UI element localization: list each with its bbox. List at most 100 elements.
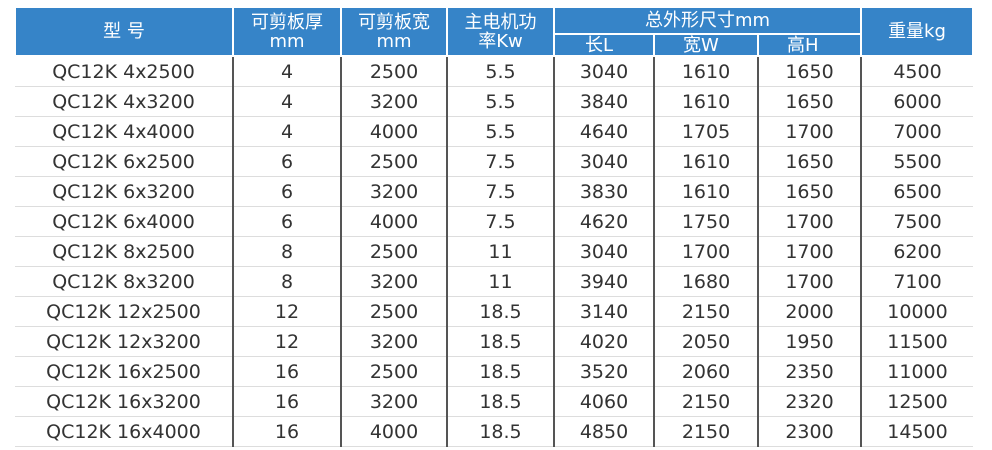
table-cell: 18.5 bbox=[446, 296, 555, 327]
table-cell: 3040 bbox=[553, 56, 655, 87]
table-cell: 2150 bbox=[653, 386, 759, 417]
table-cell: 1680 bbox=[653, 266, 759, 297]
table-cell: QC12K 12x2500 bbox=[15, 296, 234, 327]
table-cell: 4000 bbox=[340, 416, 448, 447]
header-cell: 可剪板宽 mm bbox=[340, 6, 448, 57]
table-cell: 2150 bbox=[653, 296, 759, 327]
table-row: QC12K 12x3200 12 3200 18.5 4020 2050 1950 11500 bbox=[15, 326, 973, 357]
table-cell: 5.5 bbox=[446, 116, 555, 147]
table-cell: 5.5 bbox=[446, 86, 555, 117]
table-cell: QC12K 16x4000 bbox=[15, 416, 234, 447]
table-cell: 16 bbox=[232, 356, 342, 387]
table-cell: 1750 bbox=[653, 206, 759, 237]
spec-table-wrap: 型 号 可剪板厚 mm 可剪板宽 mm 主电机功 率Kw 总外形尺寸mm 重量kg 长… bbox=[14, 6, 974, 447]
table-cell: 11000 bbox=[860, 356, 973, 387]
table-cell: QC12K 6x3200 bbox=[15, 176, 234, 207]
table-cell: 4500 bbox=[860, 56, 973, 87]
table-row: QC12K 16x3200 16 3200 18.5 4060 2150 2320 12500 bbox=[15, 386, 973, 417]
table-cell: 14500 bbox=[860, 416, 973, 447]
table-cell: 8 bbox=[232, 236, 342, 267]
table-cell: 2500 bbox=[340, 236, 448, 267]
table-cell: 1650 bbox=[757, 56, 862, 87]
table-cell: 2300 bbox=[757, 416, 862, 447]
table-cell: 2500 bbox=[340, 296, 448, 327]
table-cell: 7000 bbox=[860, 116, 973, 147]
header-line: 率Kw bbox=[478, 30, 523, 52]
table-row: QC12K 4x4000 4 4000 5.5 4640 1705 1700 7000 bbox=[15, 116, 973, 147]
table-cell: 1610 bbox=[653, 56, 759, 87]
table-cell: 3840 bbox=[553, 86, 655, 117]
table-cell: 3140 bbox=[553, 296, 655, 327]
header-cell: 宽W bbox=[653, 33, 759, 57]
table-cell: 4620 bbox=[553, 206, 655, 237]
table-body: QC12K 4x2500 4 2500 5.5 3040 1610 1650 4500 QC12… bbox=[15, 56, 973, 447]
table-cell: 4850 bbox=[553, 416, 655, 447]
table-cell: 18.5 bbox=[446, 326, 555, 357]
table-cell: 4 bbox=[232, 116, 342, 147]
table-cell: 11 bbox=[446, 266, 555, 297]
table-cell: 2350 bbox=[757, 356, 862, 387]
spec-table: 型 号 可剪板厚 mm 可剪板宽 mm 主电机功 率Kw 总外形尺寸mm 重量kg 长… bbox=[14, 6, 974, 447]
table-cell: 4060 bbox=[553, 386, 655, 417]
table-cell: 7.5 bbox=[446, 146, 555, 177]
table-cell: 3200 bbox=[340, 266, 448, 297]
table-cell: 5.5 bbox=[446, 56, 555, 87]
table-cell: QC12K 8x2500 bbox=[15, 236, 234, 267]
table-row: QC12K 16x2500 16 2500 18.5 3520 2060 2350 11000 bbox=[15, 356, 973, 387]
table-cell: 2500 bbox=[340, 56, 448, 87]
table-cell: 1700 bbox=[757, 116, 862, 147]
header-cell: 重量kg bbox=[860, 6, 974, 57]
table-cell: 3200 bbox=[340, 326, 448, 357]
table-cell: 18.5 bbox=[446, 356, 555, 387]
header-cell: 长L bbox=[553, 33, 655, 57]
table-cell: 7500 bbox=[860, 206, 973, 237]
table-cell: 1700 bbox=[757, 206, 862, 237]
table-cell: 6200 bbox=[860, 236, 973, 267]
header-line: mm bbox=[376, 30, 412, 52]
table-cell: 2050 bbox=[653, 326, 759, 357]
header-line: 主电机功 bbox=[464, 11, 537, 33]
table-cell: 6 bbox=[232, 146, 342, 177]
header-line: 可剪板宽 bbox=[358, 11, 430, 33]
table-cell: 7.5 bbox=[446, 176, 555, 207]
table-cell: 3040 bbox=[553, 146, 655, 177]
table-row: QC12K 8x2500 8 2500 11 3040 1700 1700 6200 bbox=[15, 236, 973, 267]
header-line: mm bbox=[269, 30, 305, 52]
table-cell: 4640 bbox=[553, 116, 655, 147]
header-cell: 型 号 bbox=[14, 6, 234, 57]
table-cell: 1700 bbox=[757, 236, 862, 267]
table-cell: 1650 bbox=[757, 86, 862, 117]
table-cell: 16 bbox=[232, 386, 342, 417]
table-cell: 3040 bbox=[553, 236, 655, 267]
table-cell: 6 bbox=[232, 176, 342, 207]
table-row: QC12K 6x2500 6 2500 7.5 3040 1610 1650 5500 bbox=[15, 146, 973, 177]
table-row: QC12K 6x3200 6 3200 7.5 3830 1610 1650 6500 bbox=[15, 176, 973, 207]
table-cell: 2060 bbox=[653, 356, 759, 387]
table-cell: 6 bbox=[232, 206, 342, 237]
table-cell: 3830 bbox=[553, 176, 655, 207]
table-cell: QC12K 6x4000 bbox=[15, 206, 234, 237]
table-cell: 2000 bbox=[757, 296, 862, 327]
table-cell: 3520 bbox=[553, 356, 655, 387]
table-cell: 16 bbox=[232, 416, 342, 447]
table-cell: 8 bbox=[232, 266, 342, 297]
table-cell: 12 bbox=[232, 296, 342, 327]
table-cell: 2150 bbox=[653, 416, 759, 447]
table-cell: 3940 bbox=[553, 266, 655, 297]
table-cell: 1610 bbox=[653, 86, 759, 117]
table-cell: 2320 bbox=[757, 386, 862, 417]
table-cell: 1650 bbox=[757, 176, 862, 207]
table-cell: 6000 bbox=[860, 86, 973, 117]
table-cell: QC12K 16x2500 bbox=[15, 356, 234, 387]
table-row: QC12K 16x4000 16 4000 18.5 4850 2150 2300 14500 bbox=[15, 416, 973, 447]
table-cell: 4000 bbox=[340, 116, 448, 147]
table-cell: 1650 bbox=[757, 146, 862, 177]
table-cell: 10000 bbox=[860, 296, 973, 327]
table-cell: 12500 bbox=[860, 386, 973, 417]
table-cell: 12 bbox=[232, 326, 342, 357]
table-cell: 18.5 bbox=[446, 386, 555, 417]
table-cell: 2500 bbox=[340, 146, 448, 177]
table-cell: QC12K 4x3200 bbox=[15, 86, 234, 117]
table-cell: 6500 bbox=[860, 176, 973, 207]
